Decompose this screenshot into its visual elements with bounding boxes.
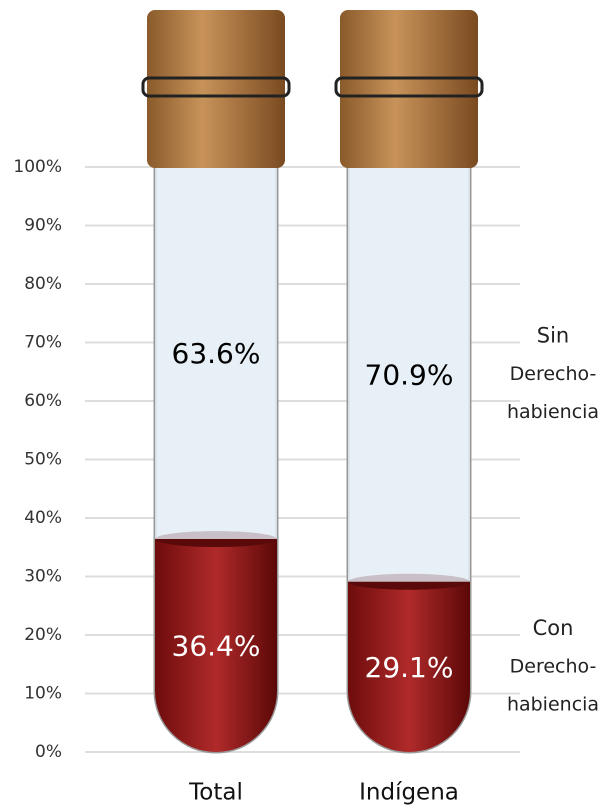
y-tick-label: 50% [24, 450, 62, 470]
bar-segment [348, 167, 470, 582]
legend-label: Con [533, 616, 574, 640]
y-tick-label: 100% [13, 157, 62, 177]
bar-segment [348, 581, 470, 752]
cork [340, 10, 478, 168]
value-label: 70.9% [365, 358, 454, 391]
value-label: 63.6% [172, 337, 261, 370]
y-tick-label: 10% [24, 684, 62, 704]
tube-rim [334, 76, 484, 98]
y-tick-label: 60% [24, 391, 62, 411]
value-label: 36.4% [172, 630, 261, 663]
y-tick-label: 80% [24, 274, 62, 294]
y-tick-label: 20% [24, 625, 62, 645]
y-tick-label: 40% [24, 508, 62, 528]
legend-label: habiencia [507, 401, 599, 423]
bar-segment [155, 167, 277, 540]
cork [147, 10, 285, 168]
y-tick-label: 0% [35, 742, 62, 762]
legend-label: habiencia [507, 693, 599, 715]
y-tick-label: 90% [24, 216, 62, 236]
legend-label: Derecho- [510, 655, 597, 677]
y-tick-label: 70% [24, 333, 62, 353]
value-label: 29.1% [365, 651, 454, 684]
x-tick-label: Indígena [359, 780, 459, 806]
x-tick-label: Total [188, 780, 243, 806]
y-tick-label: 30% [24, 567, 62, 587]
tube-rim [141, 76, 291, 98]
legend-label: Sin [537, 323, 569, 347]
legend-label: Derecho- [510, 363, 597, 385]
bar-segment [155, 539, 277, 752]
